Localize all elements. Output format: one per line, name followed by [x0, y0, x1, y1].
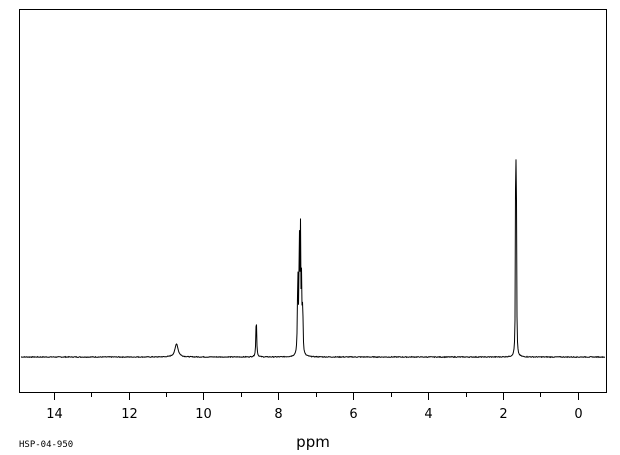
tick-label: 6 — [349, 407, 357, 422]
tick-label: 10 — [195, 407, 212, 422]
spectrum-line — [20, 159, 605, 359]
x-axis-title: ppm — [296, 433, 330, 451]
plot-frame — [19, 9, 607, 393]
tick-label: 12 — [121, 407, 138, 422]
tick-label: 8 — [274, 407, 282, 422]
x-axis-ticks — [54, 393, 579, 400]
tick-label: 2 — [499, 407, 507, 422]
tick-label: 0 — [574, 407, 582, 422]
tick-label: 14 — [46, 407, 63, 422]
x-axis-tick-labels: 14 12 10 8 6 4 2 0 — [46, 407, 582, 422]
sample-id-label: HSP-04-950 — [19, 440, 73, 450]
tick-label: 4 — [424, 407, 432, 422]
